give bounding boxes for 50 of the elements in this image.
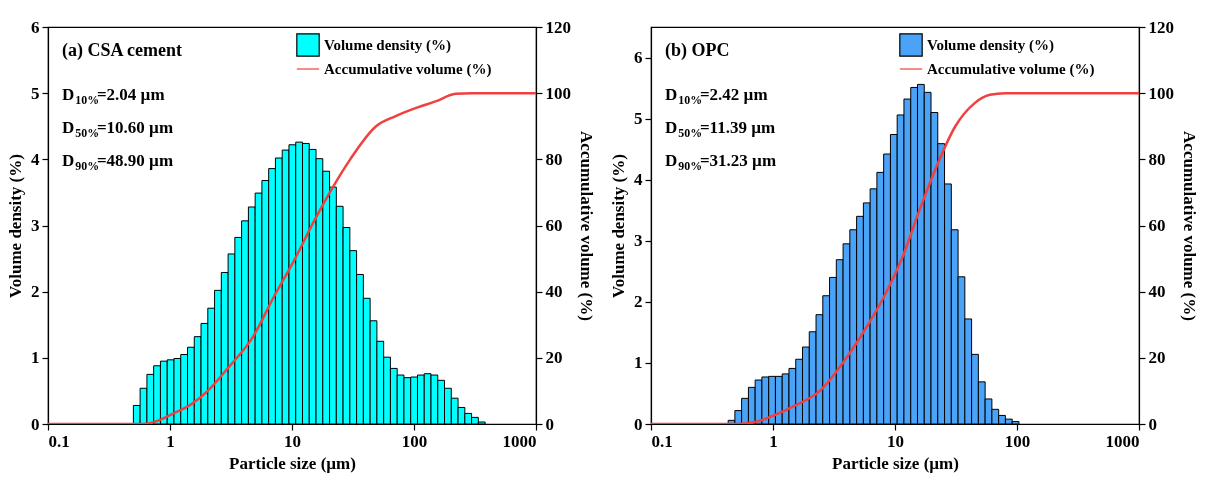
y2-tick-label: 60: [545, 216, 563, 235]
legend-label: Accumulative volume (%): [324, 61, 492, 78]
x-tick-label: 1: [769, 431, 778, 451]
y2-tick-label: 60: [1148, 216, 1166, 235]
text: (b) OPC: [665, 40, 730, 61]
y2-tick-label: 80: [1148, 149, 1166, 169]
legend-label: Volume density (%): [324, 37, 451, 54]
x-axis-title: Particle size (µm): [832, 453, 959, 473]
y-tick-label: 0: [31, 414, 40, 434]
y-tick-label: 0: [634, 414, 643, 434]
y-tick-label: 1: [634, 353, 643, 373]
text: (a) CSA cement: [62, 40, 182, 61]
y2-axis-title: Accumulative volume (%): [577, 131, 596, 321]
y-tick-label: 1: [31, 348, 40, 368]
y2-tick-label: 100: [545, 83, 571, 103]
y-tick-label: 4: [634, 170, 643, 190]
y-tick-label: 6: [31, 17, 40, 37]
y-tick-label: 3: [31, 216, 40, 235]
y-axis-title: Volume density (%): [6, 154, 25, 298]
y2-tick-label: 20: [1148, 348, 1166, 368]
y-tick-label: 3: [634, 231, 643, 251]
x-tick-label: 1: [166, 431, 175, 451]
y2-tick-label: 40: [545, 282, 563, 302]
y2-tick-label: 0: [1148, 414, 1157, 434]
y-tick-label: 5: [31, 83, 40, 103]
x-tick-label: 100: [1004, 431, 1031, 451]
y-axis-title: Volume density (%): [609, 154, 628, 298]
x-tick-label: 0.1: [651, 431, 673, 451]
x-tick-label: 100: [401, 431, 428, 451]
x-tick-label: 10: [284, 431, 301, 451]
x-tick-label: 0.1: [48, 431, 70, 451]
legend-label: Accumulative volume (%): [927, 61, 1095, 78]
y2-tick-label: 120: [1148, 17, 1174, 37]
legend-label: Volume density (%): [927, 37, 1054, 54]
x-axis-title: Particle size (µm): [229, 453, 356, 473]
y-tick-label: 4: [31, 149, 40, 169]
y2-axis-title: Accumulative volume (%): [1180, 131, 1199, 321]
y-tick-label: 2: [31, 282, 40, 302]
y2-tick-label: 100: [1148, 83, 1174, 103]
y2-tick-label: 0: [545, 414, 554, 434]
y2-tick-label: 80: [545, 149, 563, 169]
y2-tick-label: 120: [545, 17, 571, 37]
y2-tick-label: 20: [545, 348, 563, 368]
y-tick-label: 2: [634, 292, 643, 312]
x-tick-label: 1000: [502, 431, 537, 451]
y-tick-label: 6: [634, 48, 643, 68]
x-tick-label: 10: [887, 431, 904, 451]
y2-tick-label: 40: [1148, 282, 1166, 302]
x-tick-label: 1000: [1105, 431, 1140, 451]
y-tick-label: 5: [634, 109, 643, 129]
